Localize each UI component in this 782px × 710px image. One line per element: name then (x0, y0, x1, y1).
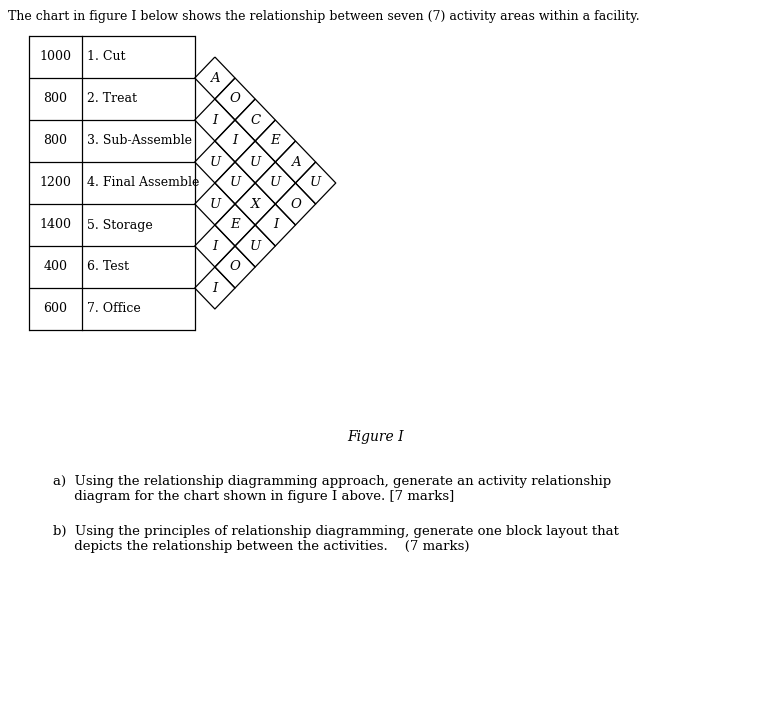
Text: 600: 600 (43, 302, 67, 315)
Text: I: I (212, 114, 217, 126)
Text: U: U (229, 177, 241, 190)
Text: U: U (310, 177, 321, 190)
Text: 1400: 1400 (39, 219, 71, 231)
Text: U: U (249, 155, 260, 168)
Text: U: U (270, 177, 281, 190)
Text: U: U (249, 239, 260, 253)
Text: E: E (230, 219, 240, 231)
Text: 4. Final Assemble: 4. Final Assemble (88, 177, 199, 190)
Text: a)  Using the relationship diagramming approach, generate an activity relationsh: a) Using the relationship diagramming ap… (52, 475, 611, 503)
Text: I: I (232, 134, 238, 148)
Text: The chart in figure I below shows the relationship between seven (7) activity ar: The chart in figure I below shows the re… (8, 10, 640, 23)
Text: E: E (271, 134, 280, 148)
Text: 800: 800 (43, 134, 67, 148)
Text: I: I (273, 219, 278, 231)
Text: 1000: 1000 (39, 50, 71, 63)
Text: 800: 800 (43, 92, 67, 106)
Text: 1200: 1200 (39, 177, 71, 190)
Text: 7. Office: 7. Office (88, 302, 141, 315)
Text: O: O (290, 197, 301, 210)
Text: O: O (230, 92, 241, 106)
Text: A: A (210, 72, 220, 84)
Text: I: I (212, 239, 217, 253)
Text: Figure I: Figure I (346, 430, 404, 444)
Text: O: O (230, 261, 241, 273)
Text: X: X (250, 197, 260, 210)
Text: C: C (250, 114, 260, 126)
Text: I: I (212, 281, 217, 295)
Text: U: U (210, 155, 221, 168)
Text: 1. Cut: 1. Cut (88, 50, 126, 63)
Text: 5. Storage: 5. Storage (88, 219, 153, 231)
Text: U: U (210, 197, 221, 210)
Text: b)  Using the principles of relationship diagramming, generate one block layout : b) Using the principles of relationship … (52, 525, 619, 553)
Text: 400: 400 (43, 261, 67, 273)
Text: 3. Sub-Assemble: 3. Sub-Assemble (88, 134, 192, 148)
Text: A: A (291, 155, 300, 168)
Text: 2. Treat: 2. Treat (88, 92, 138, 106)
Text: 6. Test: 6. Test (88, 261, 129, 273)
